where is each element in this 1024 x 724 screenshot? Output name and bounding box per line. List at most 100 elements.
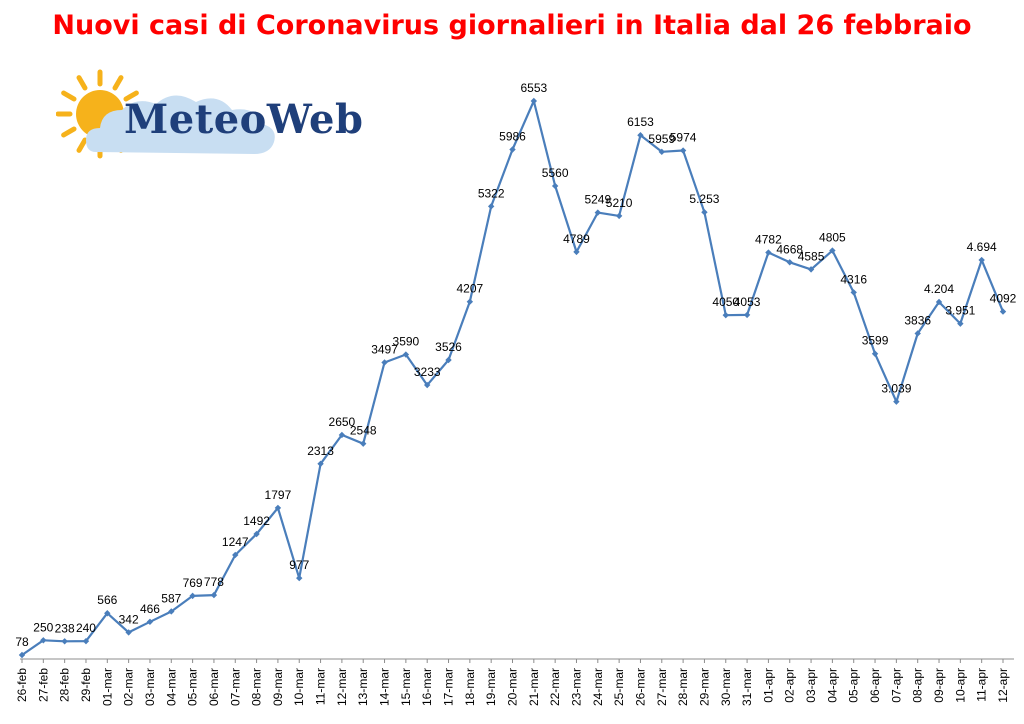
x-tick-label: 29-mar <box>697 668 711 706</box>
data-label: 250 <box>33 620 53 634</box>
data-point <box>466 298 474 305</box>
data-point <box>487 203 495 210</box>
data-label: 5322 <box>478 186 505 200</box>
x-tick-label: 07-apr <box>889 668 903 703</box>
x-tick-label: 16-mar <box>420 668 434 706</box>
x-tick-label: 21-mar <box>527 668 541 706</box>
data-label: 240 <box>76 621 96 635</box>
x-tick-label: 26-mar <box>633 668 647 706</box>
x-tick-label: 12-apr <box>996 668 1010 703</box>
data-point <box>18 651 26 659</box>
data-point <box>615 212 623 220</box>
data-point <box>935 298 943 306</box>
data-point <box>871 350 879 357</box>
data-point <box>338 431 346 439</box>
x-tick-label: 08-mar <box>250 668 264 706</box>
data-point <box>658 148 665 156</box>
x-tick-label: 06-mar <box>207 668 221 706</box>
x-tick-label: 04-apr <box>825 668 839 703</box>
data-label: 4585 <box>798 249 825 263</box>
data-point <box>509 146 516 153</box>
x-tick-label: 02-apr <box>783 668 797 703</box>
x-tick-label: 06-apr <box>868 668 882 703</box>
data-point <box>807 266 815 273</box>
meteoweb-logo: MeteoWeb <box>55 66 386 170</box>
data-label: 3.039 <box>881 382 911 396</box>
x-tick-label: 31-mar <box>740 668 754 706</box>
x-tick-label: 08-apr <box>911 668 925 703</box>
data-point <box>722 311 729 319</box>
data-point <box>104 610 111 617</box>
data-label: 3599 <box>862 334 889 348</box>
data-point <box>296 574 303 582</box>
data-point <box>999 308 1007 315</box>
x-tick-label: 24-mar <box>591 668 605 706</box>
data-label: 2548 <box>350 424 377 438</box>
data-point <box>210 591 218 599</box>
x-tick-label: 19-mar <box>484 668 498 706</box>
data-point <box>317 460 324 467</box>
data-label: 6153 <box>627 115 654 129</box>
data-point <box>786 259 793 266</box>
x-tick-label: 02-mar <box>122 668 136 706</box>
x-tick-label: 03-mar <box>143 668 157 706</box>
x-tick-label: 11-apr <box>975 668 989 702</box>
data-point <box>551 182 559 190</box>
x-tick-label: 04-mar <box>164 668 178 706</box>
data-label: 4668 <box>776 242 803 256</box>
x-tick-label: 07-mar <box>228 668 242 706</box>
data-point <box>168 608 175 615</box>
x-tick-label: 30-mar <box>719 668 733 706</box>
data-label: 3836 <box>904 313 931 327</box>
data-point <box>423 381 431 389</box>
data-point <box>573 248 580 256</box>
data-label: 1797 <box>265 488 292 502</box>
data-label: 2650 <box>329 415 356 429</box>
data-point <box>146 618 154 626</box>
data-point <box>274 504 282 512</box>
data-label: 6553 <box>520 81 547 95</box>
data-point <box>893 398 900 405</box>
data-point <box>957 320 964 327</box>
data-point <box>978 256 985 264</box>
data-point <box>850 289 857 296</box>
x-tick-label: 01-mar <box>100 668 114 706</box>
x-tick-label: 01-apr <box>761 668 775 703</box>
data-point <box>594 209 602 216</box>
x-tick-label: 27-feb <box>36 668 50 702</box>
data-label: 778 <box>204 575 224 589</box>
x-tick-label: 27-mar <box>655 668 669 706</box>
data-label: 1492 <box>243 514 270 528</box>
data-point <box>61 638 68 645</box>
x-tick-label: 29-feb <box>79 668 93 702</box>
data-point <box>82 637 90 645</box>
data-point <box>189 592 196 600</box>
data-point <box>125 629 132 636</box>
data-label: 1247 <box>222 535 249 549</box>
data-point <box>679 147 687 154</box>
series-line <box>21 99 1005 656</box>
x-tick-label: 25-mar <box>612 668 626 706</box>
x-tick-label: 12-mar <box>335 668 349 706</box>
data-label: 3590 <box>393 335 420 349</box>
data-label: 5249 <box>584 193 611 207</box>
x-tick-label: 18-mar <box>463 668 477 706</box>
data-label: 78 <box>15 635 29 649</box>
data-label: 238 <box>55 621 75 635</box>
data-point <box>701 209 708 216</box>
data-label: 5974 <box>670 131 697 145</box>
x-tick-label: 09-apr <box>932 668 946 703</box>
x-tick-label: 28-mar <box>676 668 690 706</box>
data-label: 3.951 <box>945 304 975 318</box>
data-label: 4207 <box>456 282 483 296</box>
data-label: 342 <box>119 612 139 626</box>
data-label: 466 <box>140 602 160 616</box>
data-point <box>530 97 538 105</box>
x-tick-label: 15-mar <box>399 668 413 706</box>
data-label: 587 <box>161 591 181 605</box>
x-tick-label: 14-mar <box>378 668 392 706</box>
x-tick-label: 28-feb <box>58 668 72 702</box>
x-tick-label: 05-mar <box>186 668 200 706</box>
x-tick-label: 11-mar <box>314 668 328 705</box>
data-point <box>829 247 836 254</box>
